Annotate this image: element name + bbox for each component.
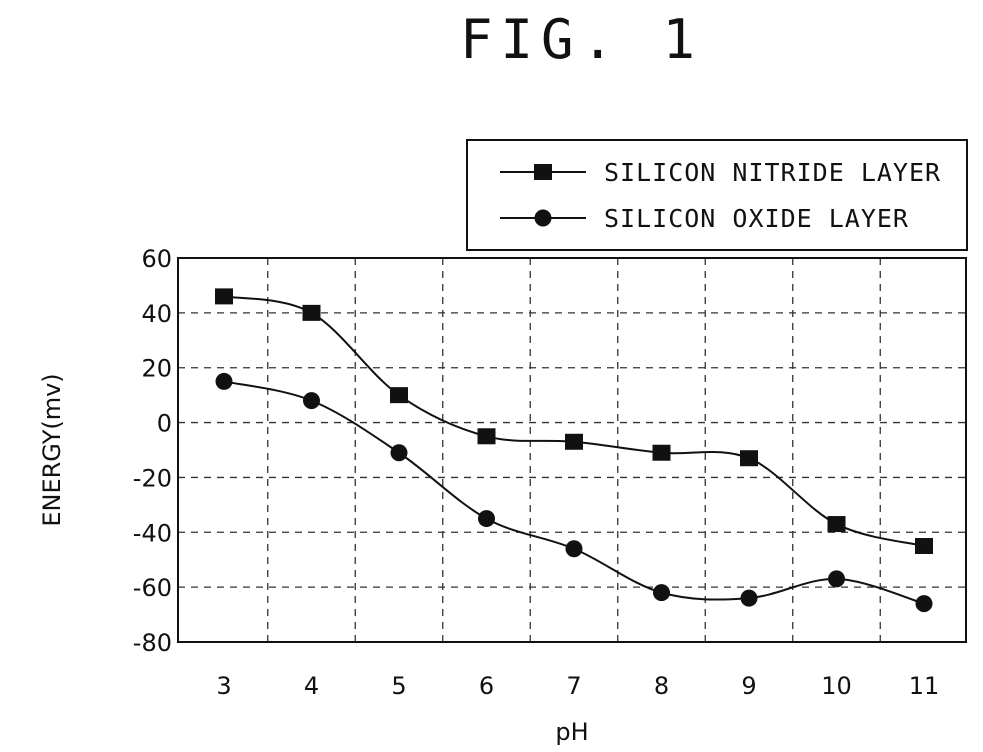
series-nitride [215,288,933,554]
x-tick-label: 6 [479,672,494,700]
y-tick-label: -80 [133,629,172,657]
x-tick-label: 11 [909,672,940,700]
y-tick-label: 0 [157,410,172,438]
data-point-nitride [303,305,321,321]
x-axis-label: pH [555,718,588,746]
data-point-oxide [653,584,670,601]
data-point-nitride [215,288,233,304]
series-oxide [216,373,933,612]
y-tick-label: -60 [133,574,172,602]
data-point-oxide [303,392,320,409]
plot-frame [178,258,966,642]
y-tick-label: 20 [141,355,172,383]
legend-label-nitride: SILICON NITRIDE LAYER [604,158,941,187]
data-point-nitride [915,538,933,554]
legend-box [467,140,967,250]
grid [178,258,966,642]
x-tick-label: 4 [304,672,319,700]
y-tick-label: 60 [141,245,172,273]
legend-marker-nitride [534,164,552,180]
data-point-oxide [916,595,933,612]
series-line-nitride [224,296,924,546]
series-group [215,288,933,612]
x-axis-ticks: 3 4 5 6 7 8 9 10 11 [216,672,939,700]
data-point-oxide [216,373,233,390]
data-point-nitride [653,445,671,461]
x-tick-label: 9 [741,672,756,700]
data-point-oxide [566,540,583,557]
y-tick-label: -40 [133,519,172,547]
legend-label-oxide: SILICON OXIDE LAYER [604,204,909,233]
x-tick-label: 10 [821,672,852,700]
y-tick-label: 40 [141,300,172,328]
x-tick-label: 5 [391,672,406,700]
data-point-oxide [741,590,758,607]
data-point-nitride [828,516,846,532]
y-tick-label: -20 [133,464,172,492]
x-tick-label: 7 [566,672,581,700]
legend: SILICON NITRIDE LAYER SILICON OXIDE LAYER [467,140,967,250]
x-tick-label: 3 [216,672,231,700]
data-point-nitride [565,434,583,450]
data-point-oxide [391,444,408,461]
data-point-nitride [390,387,408,403]
x-tick-label: 8 [654,672,669,700]
legend-marker-oxide [535,210,552,227]
data-point-oxide [828,570,845,587]
data-point-nitride [478,428,496,444]
y-axis-label: ENERGY(mv) [38,373,66,526]
data-point-oxide [478,510,495,527]
series-line-oxide [224,381,924,603]
data-point-nitride [740,450,758,466]
y-axis-ticks: 60 40 20 0 -20 -40 -60 -80 [133,245,172,657]
